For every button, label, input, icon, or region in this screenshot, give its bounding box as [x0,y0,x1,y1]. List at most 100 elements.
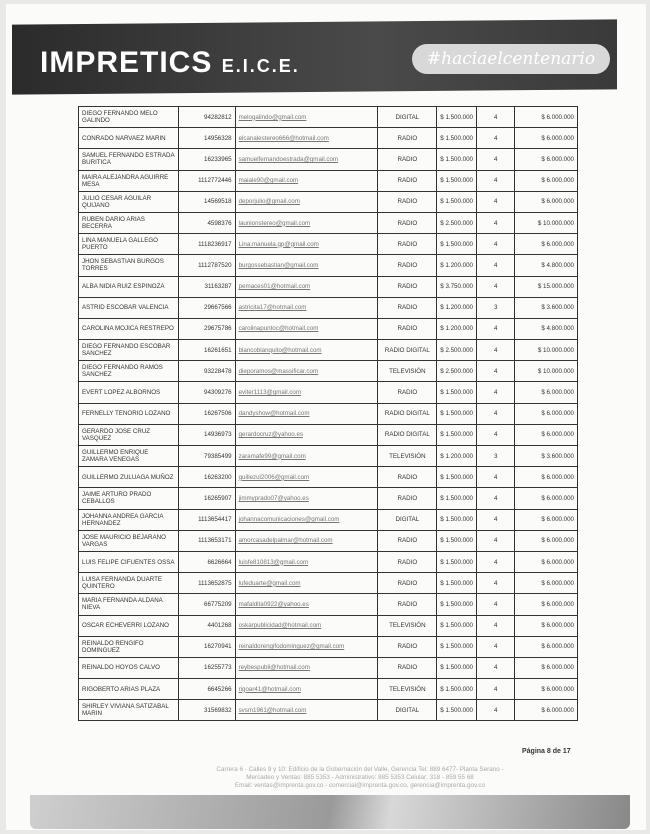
email-cell[interactable]: elcanalestereo666@hotmail.com [234,127,379,150]
id-cell: 66775209 [177,593,236,616]
total-cell: $ 3.600.000 [514,444,578,468]
value-cell: $ 1.500.000 [436,233,478,256]
email-cell[interactable]: blancoblanquito@hotmail.com [234,339,379,362]
count-cell: 4 [476,233,516,256]
email-cell[interactable]: pemaces01@hotmail.com [234,275,379,298]
total-cell: $ 6.000.000 [514,550,578,574]
email-cell[interactable]: dieporamos@massificar.com [234,360,379,383]
name-cell: GERARDO JOSE CRUZ VASQUEZ [78,423,179,447]
count-cell: 4 [476,550,516,574]
count-cell: 4 [476,635,516,658]
email-cell[interactable]: zaramafe99@gmail.com [234,444,379,468]
medium-cell: RADIO [377,593,438,616]
count-cell: 4 [476,190,516,213]
id-cell: 14936973 [177,423,236,447]
email-cell[interactable]: guillezul2006@gmail.com [234,466,379,489]
email-cell[interactable]: lufeduarte@gmail.com [234,572,379,595]
name-cell: JHON SEBASTIAN BURGOS TORRES [78,254,179,277]
medium-cell: RADIO [377,296,438,319]
name-cell: LINA MANUELA GALLEGO PUERTO [78,233,179,256]
id-cell: 79385499 [177,444,236,468]
total-cell: $ 4.800.000 [514,254,578,277]
count-cell: 3 [476,444,516,468]
email-cell[interactable]: oskarpublicidad@hotmail.com [234,614,379,637]
email-cell[interactable]: burgossebastian@gmail.com [234,254,379,277]
count-cell: 4 [476,339,516,362]
value-cell: $ 3.750.000 [436,275,478,298]
id-cell: 1113652875 [177,572,236,595]
value-cell: $ 1.500.000 [436,699,478,722]
id-cell: 29667566 [177,296,236,319]
email-cell[interactable]: johannacomunicaciones@gmail.com [234,508,379,531]
name-cell: CAROLINA MOJICA RESTREPO [78,317,179,341]
email-cell[interactable]: amorcasadelpalmar@hotmail.com [234,529,379,552]
count-cell: 4 [476,127,516,150]
total-cell: $ 6.000.000 [514,169,578,192]
name-cell: ALBA NIDIA RUIZ ESPINOZA [78,275,179,298]
name-cell: RIGOBERTO ARIAS PLAZA [78,678,179,701]
email-cell[interactable]: rigoar41@hotmail.com [234,678,379,701]
table-row: LINA MANUELA GALLEGO PUERTO 1118236917 Lin… [78,233,578,256]
count-cell: 4 [476,508,516,531]
total-cell: $ 6.000.000 [514,190,578,213]
total-cell: $ 3.600.000 [514,296,578,319]
email-cell[interactable]: reybespubli@hotmail.com [234,656,379,680]
email-cell[interactable]: dandyshow@hotmail.com [234,402,379,425]
id-cell: 94309276 [177,381,236,404]
footer-phones: Mercadeo y Ventas: 885 5353 - Administra… [246,774,474,781]
id-cell: 1112787520 [177,254,236,277]
table-row: RUBEN DARIO ARIAS BECERRA 4598376 launions… [78,211,578,235]
email-cell[interactable]: gerardocruz@yahoo.es [234,423,379,447]
id-cell: 16255773 [177,656,236,680]
value-cell: $ 1.200.000 [436,296,478,319]
id-cell: 14956328 [177,127,236,150]
email-cell[interactable]: eviter1113@gmail.com [234,381,379,404]
table-row: GUILLERMO ZULUAGA MUÑOZ 16263200 guillezul… [78,466,578,489]
name-cell: EVERT LOPEZ ALBORNOS [78,381,179,404]
email-cell[interactable]: reinaldorengifodominguez@gmail.com [234,635,379,658]
name-cell: DIEGO FERNANDO MELO GALINDO [78,105,179,129]
email-cell[interactable]: deporjulio@gmail.com [234,190,379,213]
table-row: OSCAR ECHEVERRI LOZANO 4401268 oskarpublic… [78,614,578,637]
value-cell: $ 1.500.000 [436,508,478,531]
email-cell[interactable]: launionstereo@gmail.com [234,211,379,235]
name-cell: ASTRID ESCOBAR VALENCIA [78,296,179,319]
email-cell[interactable]: maiale90@gmail.com [234,169,379,192]
count-cell: 4 [476,614,516,637]
id-cell: 1113653171 [177,529,236,552]
value-cell: $ 1.500.000 [436,487,478,510]
medium-cell: RADIO [377,127,438,150]
hashtag-badge: #haciaelcentenario [412,44,610,74]
email-cell[interactable]: svsm1961@hotmail.com [234,699,379,722]
footer-address: Carrera 6 - Calles 9 y 10: Edificio de l… [216,766,504,773]
name-cell: SHIRLEY VIVIANA SATIZABAL MARIN [78,699,179,722]
table-row: CAROLINA MOJICA RESTREPO 29675786 carolina… [78,317,578,341]
id-cell: 94282812 [177,105,236,129]
email-cell[interactable]: astricita17@hotmail.com [234,296,379,319]
value-cell: $ 1.500.000 [436,550,478,574]
email-cell[interactable]: luisfe810813@gmail.com [234,550,379,574]
count-cell: 4 [476,487,516,510]
email-cell[interactable]: jimmyprado07@yahoo.es [234,487,379,510]
count-cell: 4 [476,148,516,171]
total-cell: $ 6.000.000 [514,127,578,150]
total-cell: $ 4.800.000 [514,317,578,341]
total-cell: $ 6.000.000 [514,148,578,171]
table-row: JOHANNA ANDREA GARCIA HERNANDEZ 111365441… [78,508,578,531]
medium-cell: DIGITAL [377,105,438,129]
email-cell[interactable]: samuelfernandoestrada@gmail.com [234,148,379,171]
email-cell[interactable]: melogalindo@gmail.com [234,105,379,129]
email-cell[interactable]: mafaldita0922@yahoo.es [234,593,379,616]
value-cell: $ 1.500.000 [436,127,478,150]
name-cell: JAIME ARTURO PRADO CEBALLOS [78,487,179,510]
email-cell[interactable]: carolinapuntoc@hotmail.com [234,317,379,341]
total-cell: $ 6.000.000 [514,402,578,425]
name-cell: REINALDO HOYOS CALVO [78,656,179,680]
id-cell: 4598376 [177,211,236,235]
table-row: JULIO CESAR AGUILAR QUIJANO 14569518 depor… [78,190,578,213]
name-cell: MARIA FERNANDA ALDANA NIEVA [78,593,179,616]
value-cell: $ 1.500.000 [436,593,478,616]
total-cell: $ 6.000.000 [514,105,578,129]
id-cell: 29675786 [177,317,236,341]
email-cell[interactable]: Lina.manuela.gp@gmail.com [234,233,379,256]
